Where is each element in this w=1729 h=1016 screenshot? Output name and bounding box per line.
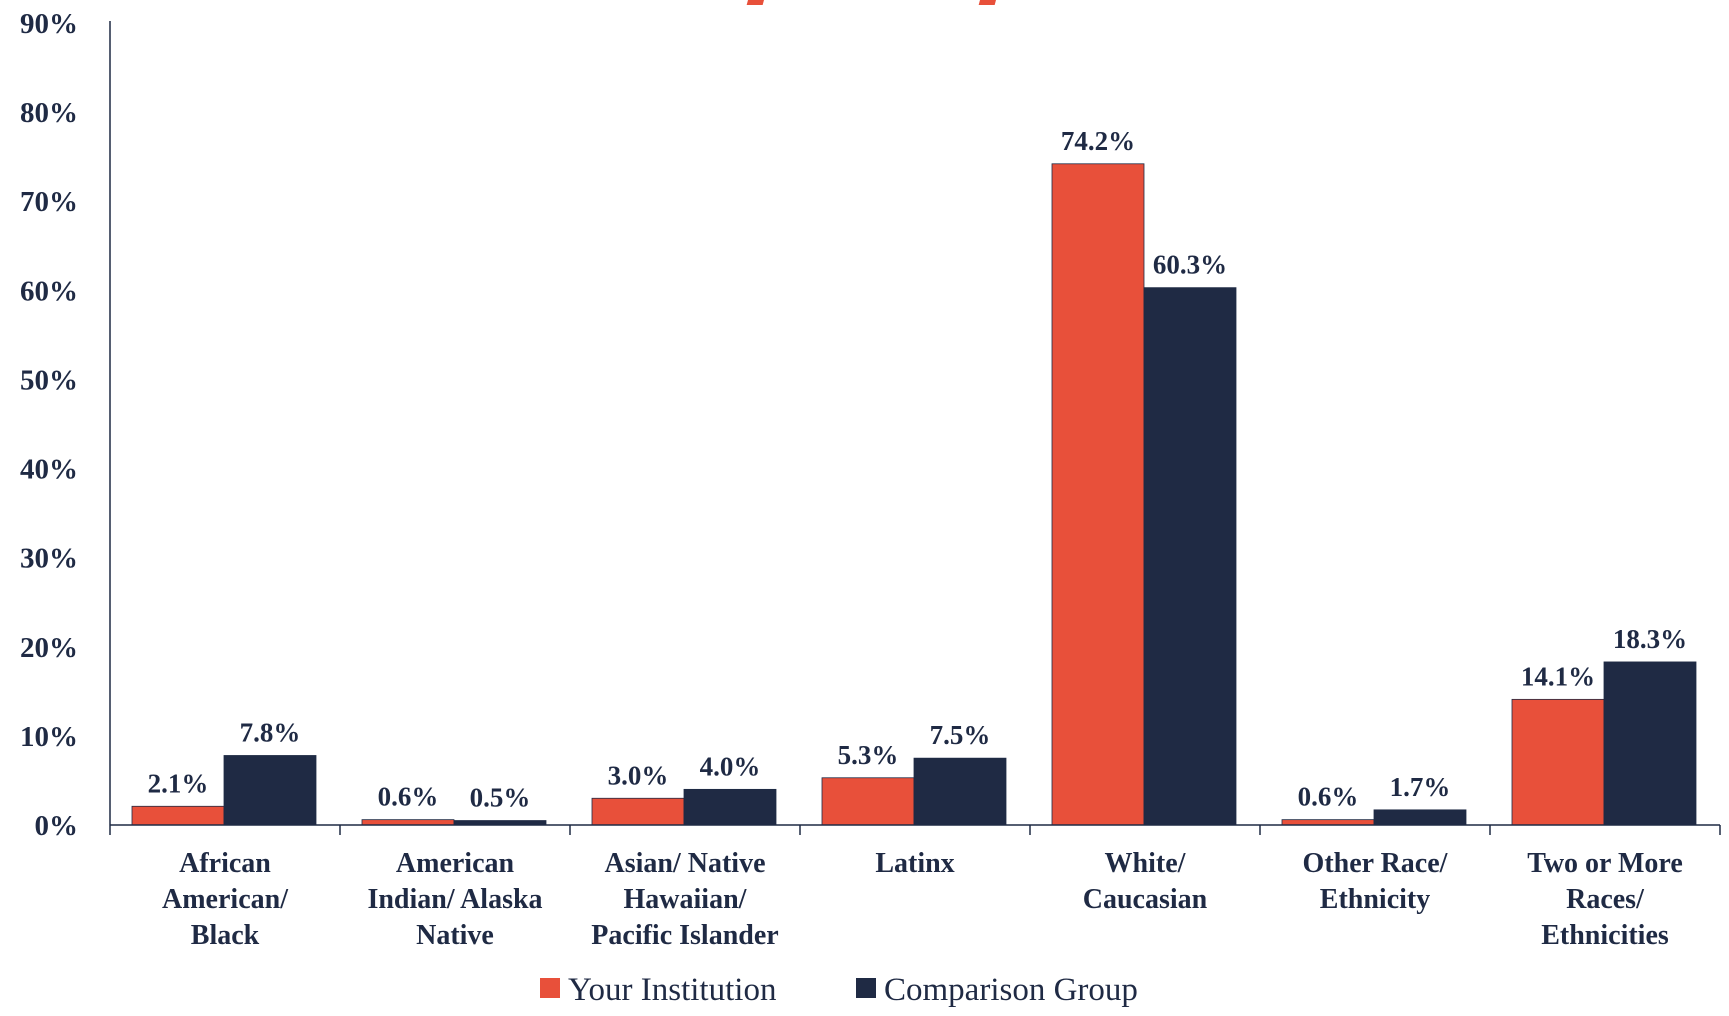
x-tick-label: Two or More Races/Ethnicities xyxy=(1527,848,1683,951)
y-tick-label: 20% xyxy=(20,632,78,664)
data-label: 14.1% xyxy=(1521,661,1595,691)
bar xyxy=(913,757,1007,826)
y-tick-label: 40% xyxy=(20,454,78,486)
data-label: 2.1% xyxy=(148,768,209,798)
y-tick-label: 30% xyxy=(20,543,78,575)
x-tick-label-line: Caucasian xyxy=(1083,884,1208,915)
x-tick-label-line: Black xyxy=(191,920,260,951)
legend-label: Your Institution xyxy=(568,972,776,1008)
x-tick-label: Latinx xyxy=(875,848,954,879)
y-tick-label: 60% xyxy=(20,275,78,307)
data-label: 0.6% xyxy=(1298,782,1359,812)
bar xyxy=(1373,809,1467,826)
x-tick-label: Asian/ Native Hawaiian/Pacific Islander xyxy=(591,848,778,951)
x-tick-label: American Indian/ Alaska Native xyxy=(367,848,542,951)
x-tick-label-line: American/ xyxy=(162,884,289,915)
data-label: 4.0% xyxy=(700,751,761,781)
bar xyxy=(1281,819,1375,826)
data-labels: 2.1% 0.6% 3.0% 5.3% 74.2% 0.6% 14.1% 7.8% 0.5% 4.… xyxy=(148,126,1688,813)
y-axis: 0% 10% 20% 30% 40% 50% 60% 70% 80% 90% xyxy=(20,8,111,842)
x-tick-label-line: Ethnicity xyxy=(1320,884,1430,915)
x-tick-label-line: White/ xyxy=(1105,848,1187,879)
x-tick-label-line: Asian/ Native xyxy=(605,848,766,879)
data-label: 0.6% xyxy=(378,782,439,812)
x-tick-label-line: Latinx xyxy=(875,848,954,879)
data-label: 74.2% xyxy=(1061,126,1135,156)
legend: Your Institution Comparison Group xyxy=(540,972,1138,1008)
x-tick-label: Other Race/Ethnicity xyxy=(1303,848,1449,915)
bar xyxy=(821,777,915,826)
x-tick-label-line: African xyxy=(179,848,271,879)
x-axis: African American/Black American Indian/ Ala… xyxy=(109,824,1721,951)
y-tick-label: 50% xyxy=(20,364,78,396)
x-tick-label-line: Hawaiian/ xyxy=(624,884,748,915)
x-tick-label-line: Other Race/ xyxy=(1303,848,1449,879)
bar xyxy=(1603,661,1697,826)
x-tick-label-line: Native xyxy=(416,920,494,951)
y-tick-label: 90% xyxy=(20,8,78,40)
y-tick-label: 0% xyxy=(35,810,79,842)
x-tick-label-line: Pacific Islander xyxy=(591,920,778,951)
bar xyxy=(223,755,317,826)
bar xyxy=(683,788,777,826)
bars xyxy=(131,163,1697,826)
x-tick-label-line: Races/ xyxy=(1566,884,1645,915)
x-tick-label: White/Caucasian xyxy=(1083,848,1208,915)
bar xyxy=(131,805,225,826)
data-label: 0.5% xyxy=(470,783,531,813)
legend-swatch xyxy=(856,978,876,998)
data-label: 7.5% xyxy=(930,720,991,750)
data-label: 5.3% xyxy=(838,740,899,770)
legend-swatch xyxy=(540,978,560,998)
x-tick-label-line: Two or More xyxy=(1527,848,1683,879)
y-tick-label: 80% xyxy=(20,97,78,129)
x-tick-label-line: American xyxy=(396,848,515,879)
x-tick-label-line: Indian/ Alaska xyxy=(367,884,542,915)
x-tick-label: African American/Black xyxy=(162,848,289,951)
bar xyxy=(1511,698,1605,826)
data-label: 60.3% xyxy=(1153,250,1227,280)
legend-label: Comparison Group xyxy=(884,972,1138,1008)
y-tick-label: 70% xyxy=(20,186,78,218)
bar xyxy=(1143,287,1237,826)
bar xyxy=(1051,163,1145,826)
y-tick-label: 10% xyxy=(20,721,78,753)
bar xyxy=(361,819,455,826)
data-label: 7.8% xyxy=(240,717,301,747)
title-fragment xyxy=(746,0,996,5)
bar xyxy=(591,797,685,826)
data-label: 18.3% xyxy=(1613,624,1687,654)
x-tick-label-line: Ethnicities xyxy=(1541,920,1669,951)
data-label: 1.7% xyxy=(1390,772,1451,802)
data-label: 3.0% xyxy=(608,760,669,790)
